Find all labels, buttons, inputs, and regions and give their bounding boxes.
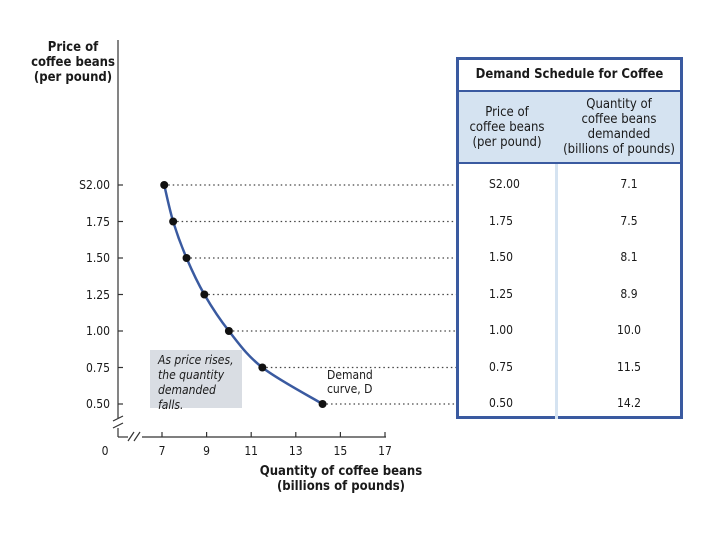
y-axis-label-line: Price of <box>47 40 99 55</box>
curve-label-line: curve, D <box>327 382 373 396</box>
curve-label: Demand curve, D <box>327 368 373 396</box>
data-point <box>200 290 209 299</box>
table-cell-quantity: 11.5 <box>616 359 642 374</box>
header-line: Quantity of <box>586 97 652 112</box>
x-tick-label: 11 <box>244 444 259 458</box>
y-axis-break-mark <box>112 422 124 429</box>
x-tick-label: 7 <box>158 444 166 458</box>
data-points <box>160 181 327 408</box>
x-axis-label-line: (billions of pounds) <box>276 479 406 494</box>
header-line: coffee beans <box>469 119 545 135</box>
header-line: (billions of pounds) <box>563 142 675 157</box>
chart-axes <box>112 40 386 442</box>
x-tick-label: 9 <box>203 444 211 458</box>
y-axis-label: Price of coffee beans (per pound) <box>24 40 122 85</box>
x-tick-label: 17 <box>378 444 392 458</box>
y-tick-label: 0.75 <box>85 360 110 375</box>
table-title: Demand Schedule for Coffee Beans <box>459 60 680 112</box>
quantity-column-header: Quantity of coffee beans demanded (billi… <box>558 92 680 162</box>
data-point <box>160 181 169 189</box>
y-tick-label: 1.25 <box>85 287 110 302</box>
header-line: (per pound) <box>472 134 542 150</box>
table-cell-quantity: 7.5 <box>620 213 638 228</box>
annotation-line: As price rises, <box>158 353 234 367</box>
x-tick-label: 15 <box>333 444 348 458</box>
x-axis-break-mark <box>133 431 141 442</box>
demand-schedule-table: Demand Schedule for Coffee Beans Price o… <box>456 57 683 419</box>
table-cell-quantity: 14.2 <box>616 396 642 410</box>
annotation-line: demanded falls. <box>158 383 216 412</box>
curve-label-line: Demand <box>327 368 373 382</box>
header-line: demanded <box>587 127 651 142</box>
header-divider <box>459 162 680 164</box>
table-cell-quantity: 10.0 <box>616 323 642 337</box>
column-divider <box>555 92 558 419</box>
data-point <box>224 327 233 335</box>
x-tick-label: 13 <box>288 444 303 458</box>
table-cell-quantity: 7.1 <box>620 177 638 191</box>
x-axis-label: Quantity of coffee beans (billions of po… <box>236 464 446 494</box>
y-tick-label: 1.50 <box>85 251 110 265</box>
y-axis-label-line: (per pound) <box>33 70 113 85</box>
y-tick-label: 1.00 <box>85 324 110 338</box>
data-point <box>258 363 267 372</box>
y-tick-label: 0.50 <box>85 397 110 411</box>
y-tick-label: 1.75 <box>85 214 110 229</box>
y-axis-break-mark <box>112 415 124 422</box>
table-cell-price: 1.50 <box>489 250 514 264</box>
table-cell-price: 0.75 <box>489 359 514 374</box>
data-point <box>182 254 191 262</box>
table-cell-price: 0.50 <box>489 396 514 410</box>
header-line: coffee beans <box>581 112 657 127</box>
y-tick-label: S2.00 <box>79 178 110 192</box>
table-cell-price: 1.25 <box>489 286 514 301</box>
x-tick-label: 0 <box>101 444 109 458</box>
table-cell-price: S2.00 <box>489 177 520 191</box>
y-axis-label-line: coffee beans <box>31 55 115 70</box>
data-point <box>169 217 178 226</box>
x-axis-break-mark <box>127 431 135 442</box>
x-axis-label-line: Quantity of coffee beans <box>259 464 423 479</box>
table-cell-price: 1.00 <box>489 323 514 337</box>
table-cell-price: 1.75 <box>489 213 514 228</box>
annotation-line: the quantity <box>158 368 225 382</box>
annotation-box: As price rises, the quantity demanded fa… <box>150 350 242 412</box>
table-cell-quantity: 8.9 <box>620 286 638 301</box>
header-line: Price of <box>485 104 529 120</box>
data-point <box>318 400 327 408</box>
table-cell-quantity: 8.1 <box>620 250 638 264</box>
price-column-header: Price of coffee beans (per pound) <box>459 92 555 162</box>
